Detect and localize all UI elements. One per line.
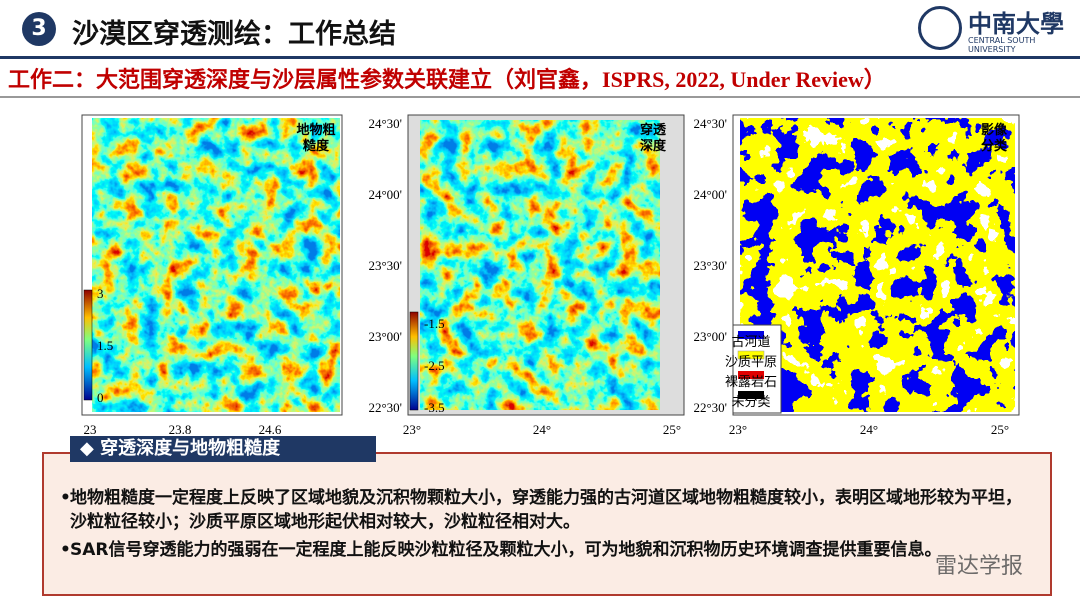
colorbar-label: -3.5 xyxy=(424,400,445,415)
map-label: 影像分类 xyxy=(981,122,1008,153)
y-tick-label: 22°30' xyxy=(368,400,402,415)
legend-label: 裸露岩石 xyxy=(725,374,777,389)
colorbar xyxy=(409,311,419,411)
section-tab: ◆ 穿透深度与地物粗糙度 xyxy=(70,436,376,462)
bullet: SAR信号穿透能力的强弱在一定程度上能反映沙粒粒径及颗粒大小，可为地貌和沉积物历… xyxy=(60,538,1030,562)
section-number: 3 xyxy=(22,12,56,46)
map-2 xyxy=(407,114,685,416)
y-tick-label: 23°00' xyxy=(368,329,402,344)
x-tick-label: 23.8 xyxy=(169,422,192,437)
legend-label: 沙质平原 xyxy=(725,354,777,369)
depth-raster xyxy=(420,120,660,410)
colorbar-label: -1.5 xyxy=(424,316,445,331)
colorbar-label: 1.5 xyxy=(97,338,113,353)
y-tick-label: 22°30' xyxy=(693,400,727,415)
x-tick-label: 25° xyxy=(991,422,1009,437)
y-tick-label: 24°00' xyxy=(368,187,402,202)
x-tick-label: 23° xyxy=(403,422,421,437)
logo-emblem xyxy=(918,6,962,50)
logo-subtitle: CENTRAL SOUTH UNIVERSITY xyxy=(968,36,1036,54)
x-tick-label: 23 xyxy=(84,422,97,437)
watermark: 雷达学报 xyxy=(935,554,1024,579)
y-tick-label: 23°30' xyxy=(368,258,402,273)
x-tick-label: 24° xyxy=(860,422,878,437)
slide-title: 沙漠区穿透测绘：工作总结 xyxy=(72,19,396,50)
colorbar-label: 0 xyxy=(97,390,104,405)
divider xyxy=(0,96,1080,98)
legend-label: 古河道 xyxy=(731,334,770,349)
x-tick-label: 25° xyxy=(663,422,681,437)
header-bar xyxy=(0,0,1080,59)
class-raster xyxy=(740,118,1015,412)
y-tick-label: 23°00' xyxy=(693,329,727,344)
colorbar-label: -2.5 xyxy=(424,358,445,373)
x-tick-label: 24° xyxy=(533,422,551,437)
roughness-raster xyxy=(92,118,340,412)
map-3 xyxy=(732,114,1020,416)
map-label: 地物粗糙度 xyxy=(296,122,335,153)
x-tick-label: 24.6 xyxy=(259,422,282,437)
subtitle: 工作二：大范围穿透深度与沙层属性参数关联建立（刘官鑫，ISPRS, 2022, … xyxy=(8,67,886,92)
y-tick-label: 24°30' xyxy=(368,116,402,131)
map-1 xyxy=(81,114,343,416)
logo-name: 中南大學 xyxy=(968,10,1064,38)
maps: 地物粗糙度 23 23.8 24.6 3 1.5 0 穿透深度 23° 24° 25° 24°30' 2… xyxy=(81,114,1020,437)
map-label: 穿透深度 xyxy=(640,122,667,153)
colorbar-label: 3 xyxy=(97,286,104,301)
x-tick-label: 23° xyxy=(729,422,747,437)
y-tick-label: 23°30' xyxy=(693,258,727,273)
legend-label: 未分类 xyxy=(731,394,770,409)
bullet: 地物粗糙度一定程度上反映了区域地貌及沉积物颗粒大小，穿透能力强的古河道区域地物粗… xyxy=(60,486,1030,534)
y-tick-label: 24°00' xyxy=(693,187,727,202)
y-tick-label: 24°30' xyxy=(693,116,727,131)
colorbar xyxy=(83,289,93,401)
